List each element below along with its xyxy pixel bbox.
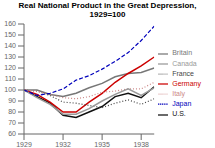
html-text:Japan: Japan — [172, 100, 192, 108]
html-text:Britain: Britain — [172, 49, 192, 57]
html-text:U.S.: U.S. — [172, 110, 186, 118]
svg-text:150: 150 — [8, 31, 16, 38]
svg-text:140: 140 — [8, 42, 16, 49]
html-text:Real National Product in the G: Real National Product in the Great Depre… — [18, 1, 197, 10]
html-text:1929=100: 1929=100 — [89, 10, 126, 19]
svg-text:90: 90 — [8, 97, 16, 104]
svg-text:70: 70 — [8, 119, 16, 126]
svg-text:80: 80 — [8, 108, 16, 115]
html-text:Germany: Germany — [172, 79, 201, 87]
html-text:Italy: Italy — [172, 90, 185, 98]
svg-text:1938: 1938 — [133, 141, 149, 148]
svg-text:60: 60 — [8, 130, 16, 137]
svg-text:110: 110 — [8, 75, 16, 82]
svg-text:130: 130 — [8, 53, 16, 60]
svg-text:100: 100 — [8, 86, 16, 93]
svg-text:1935: 1935 — [94, 141, 110, 148]
html-text:France: France — [172, 69, 194, 77]
svg-text:120: 120 — [8, 64, 16, 71]
svg-text:160: 160 — [8, 20, 16, 27]
svg-text:1932: 1932 — [55, 141, 71, 148]
svg-text:1929: 1929 — [16, 141, 32, 148]
html-text:Canada: Canada — [172, 59, 197, 67]
